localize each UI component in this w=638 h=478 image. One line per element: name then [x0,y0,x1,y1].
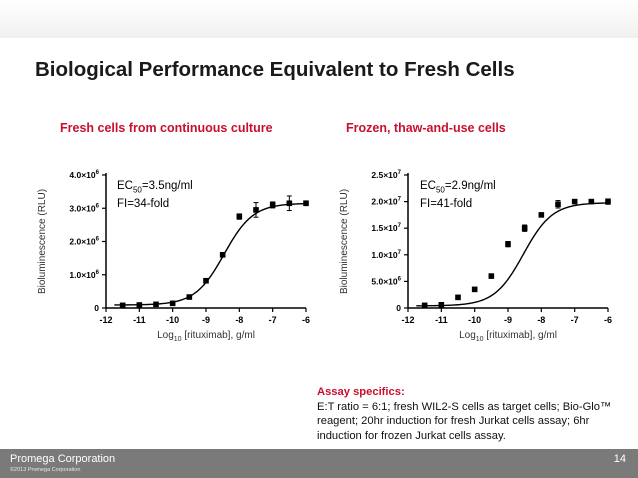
data-point [219,252,226,258]
y-tick-label: 1.0×107 [371,250,401,260]
footer-bar: Promega Corporation ©2013 Promega Corpor… [0,449,638,478]
x-tick-label: -11 [133,315,146,325]
data-point [605,198,611,205]
y-tick-label: 1.0×106 [69,270,99,280]
copyright-text: ©2013 Promega Corporation [10,467,81,473]
x-tick-label: -7 [571,315,579,325]
data-point [505,241,511,247]
y-tick-label: 2.0×106 [69,237,99,247]
page-number: 14 [613,453,626,465]
y-tick-label: 0 [94,303,99,313]
ec50-label: EC50=2.9ng/ml [420,180,496,195]
x-tick-label: -12 [99,315,112,325]
y-tick-label: 5.0×106 [371,276,401,286]
data-point [269,202,276,208]
y-tick-label: 3.0×106 [69,203,99,213]
data-point [471,286,478,293]
fit-curve [114,202,307,306]
x-axis-label: Log10 [rituximab], g/ml [157,330,255,343]
data-point [286,200,293,207]
data-point [136,302,143,308]
frozen-cells-chart: -12 -11 -10 -9 -8 -7 -6 0 5.0×106 1.0×107 1.5×107 2… [339,170,612,343]
data-point [571,198,578,205]
slide-title: Biological Performance Equivalent to Fre… [35,58,515,81]
x-tick-label: -6 [604,315,612,325]
y-tick-label: 1.5×107 [371,223,401,233]
data-point [521,225,528,231]
top-bar [0,0,638,38]
data-point [438,302,445,308]
fi-label: FI=34-fold [117,198,170,211]
y-tick-label: 0 [396,303,401,313]
x-tick-label: -9 [202,315,210,325]
frozen-cells-annotation: EC50=2.9ng/ml FI=41-fold [420,179,496,212]
y-tick-label: 2.0×107 [371,197,401,207]
x-tick-label: -8 [537,315,545,325]
x-axis-label: Log10 [rituximab], g/ml [459,330,557,343]
frozen-cells-panel-title: Frozen, thaw-and-use cells [346,121,506,135]
data-point [421,302,428,309]
data-point [186,294,193,300]
data-point [488,273,495,279]
x-tick-label: -12 [401,315,414,325]
data-point [455,294,461,301]
assay-specifics-title: Assay specifics: [317,386,405,398]
data-point [153,301,159,308]
x-tick-label: -8 [235,315,243,325]
y-axis-label: Bioluminescence (RLU) [37,189,48,294]
y-axis-label: Bioluminescence (RLU) [339,189,350,294]
x-tick-label: -7 [269,315,277,325]
x-tick-label: -10 [468,315,481,325]
data-point [169,300,176,307]
fi-label: FI=41-fold [420,198,473,211]
data-point [538,212,545,218]
data-point [236,213,243,220]
fresh-cells-chart: -12 -11 -10 -9 -8 -7 -6 0 1.0×106 2.0×106 3.0×106 4… [37,170,310,343]
ec50-label: EC50=3.5ng/ml [117,180,193,195]
fresh-cells-annotation: EC50=3.5ng/ml FI=34-fold [117,179,193,212]
y-tick-label: 4.0×106 [69,170,99,180]
data-point [303,200,309,207]
x-tick-label: -10 [166,315,179,325]
data-point [588,198,595,205]
data-point [119,302,126,309]
data-point [203,277,209,284]
data-point [555,201,561,208]
x-tick-label: -9 [504,315,512,325]
y-tick-label: 2.5×107 [371,170,401,180]
assay-specifics-text: E:T ratio = 6:1; fresh WIL2-S cells as t… [317,400,612,442]
data-point [253,207,259,213]
x-tick-label: -11 [435,315,448,325]
fit-curve [416,202,609,307]
assay-specifics: Assay specifics: E:T ratio = 6:1; fresh … [317,385,627,443]
x-tick-label: -6 [302,315,310,325]
fresh-cells-panel-title: Fresh cells from continuous culture [60,121,273,135]
company-name: Promega Corporation [10,453,116,465]
